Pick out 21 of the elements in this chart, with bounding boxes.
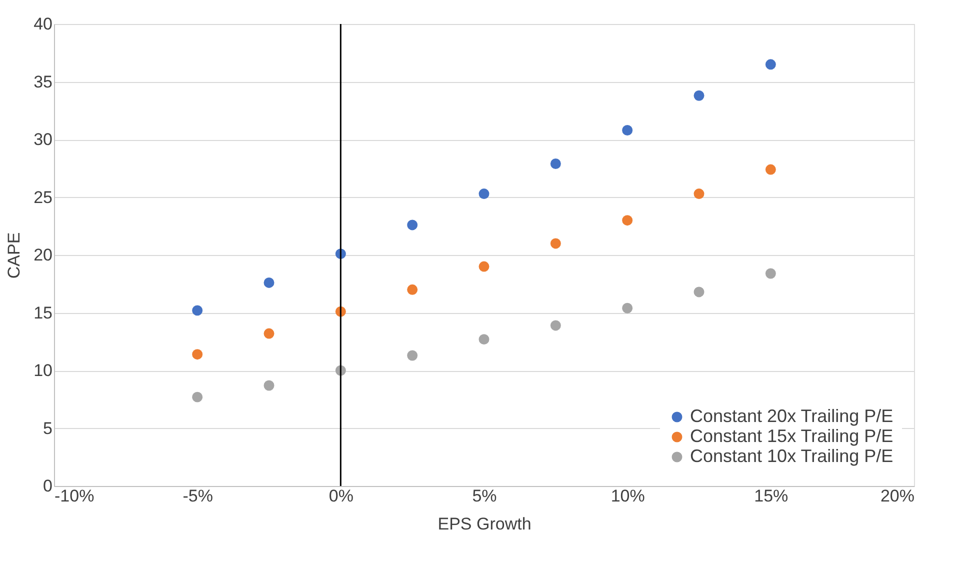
x-axis-title: EPS Growth bbox=[438, 514, 532, 534]
y-tick-label: 0 bbox=[43, 476, 52, 496]
y-tick-label: 15 bbox=[34, 303, 52, 322]
y-tick-label: 5 bbox=[43, 418, 52, 438]
y-tick-label: 40 bbox=[34, 14, 52, 34]
y-axis-title: CAPE bbox=[4, 232, 24, 279]
x-tick-label: 15% bbox=[754, 486, 788, 506]
x-tick-label: 5% bbox=[472, 486, 497, 506]
legend-label: Constant 10x Trailing P/E bbox=[690, 446, 894, 466]
x-tick-label: 20% bbox=[880, 486, 914, 506]
y-tick-label: 30 bbox=[34, 130, 52, 149]
y-tick-label: 20 bbox=[34, 246, 52, 264]
legend-label: Constant 20x Trailing P/E bbox=[690, 406, 894, 426]
x-tick-label: 10% bbox=[610, 486, 645, 506]
y-tick-label: 10 bbox=[34, 361, 52, 380]
x-tick-label: -5% bbox=[182, 486, 213, 506]
y-tick-label: 35 bbox=[34, 72, 52, 92]
legend-label: Constant 15x Trailing P/E bbox=[690, 426, 894, 446]
x-tick-label: 0% bbox=[328, 486, 354, 506]
y-tick-label: 25 bbox=[34, 188, 52, 207]
x-tick-label: -10% bbox=[54, 486, 94, 506]
